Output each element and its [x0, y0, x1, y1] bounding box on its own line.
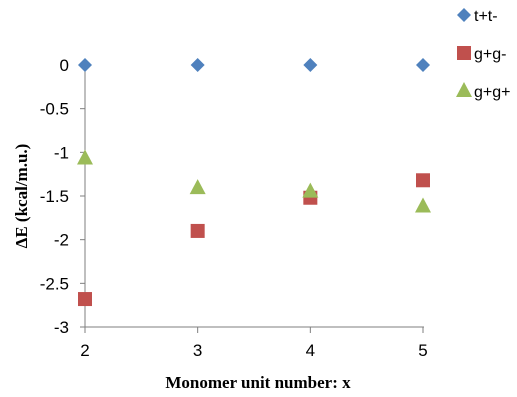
series-1	[78, 173, 430, 307]
legend: t+t-g+g-g+g+	[456, 8, 510, 101]
x-tick-label: 5	[418, 341, 427, 360]
data-point	[302, 182, 319, 198]
data-point	[77, 149, 93, 165]
x-axis-ticks: 2 3 4 5	[80, 327, 428, 360]
y-tick-label: -0.5	[40, 100, 69, 119]
axes	[84, 63, 424, 328]
y-axis-ticks: 0 -0.5 -1 -1.5 -2 -2.5 -3	[40, 56, 85, 337]
y-tick-label: -2.5	[40, 274, 69, 293]
data-points	[77, 58, 431, 307]
legend-label: g+g+	[474, 84, 510, 101]
legend-marker	[457, 8, 471, 22]
legend-marker	[456, 82, 472, 97]
y-tick-label: -1.5	[40, 187, 69, 206]
data-point	[190, 223, 205, 238]
data-point	[416, 173, 430, 188]
legend-label: t+t-	[474, 8, 498, 25]
data-point	[415, 197, 431, 213]
x-tick-label: 4	[306, 341, 315, 360]
data-point	[303, 58, 318, 72]
x-axis-title: Monomer unit number: x	[165, 373, 351, 392]
data-point	[416, 58, 430, 72]
legend-label: g+g-	[474, 46, 506, 63]
y-tick-label: 0	[60, 56, 69, 75]
y-tick-label: -1	[54, 143, 69, 162]
y-tick-label: -3	[54, 318, 69, 337]
y-tick-label: -2	[54, 231, 69, 250]
x-tick-label: 3	[193, 341, 202, 360]
series-0	[78, 58, 430, 72]
data-point	[189, 179, 206, 195]
data-point	[78, 292, 92, 307]
y-axis-title: ΔE (kcal/m.u.)	[12, 144, 31, 249]
data-point	[78, 58, 92, 72]
x-tick-label: 2	[80, 341, 89, 360]
legend-marker	[457, 46, 471, 60]
data-point	[190, 58, 205, 72]
series-2	[77, 149, 431, 213]
